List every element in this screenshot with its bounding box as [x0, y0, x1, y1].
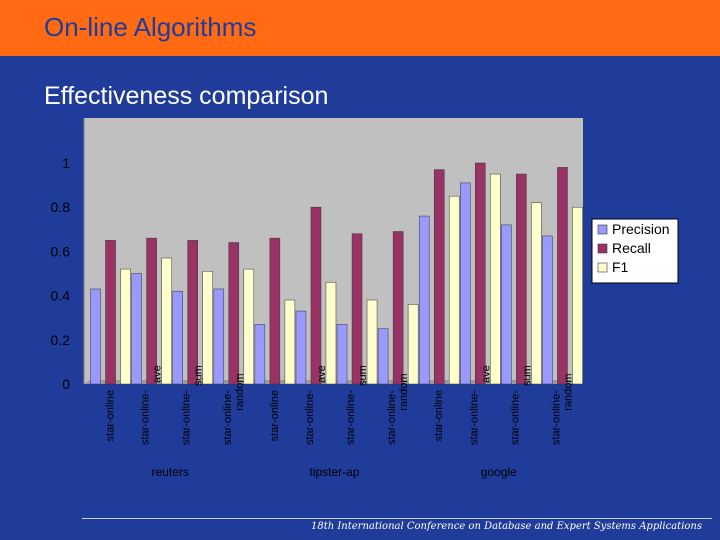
group-label: tipster-ap	[309, 465, 359, 479]
bar-recall	[146, 237, 157, 385]
bar-recall	[475, 162, 486, 385]
bar-recall	[187, 240, 198, 385]
bar-precision	[542, 235, 553, 385]
bar-precision	[254, 324, 266, 385]
x-tick-label: star-online-ave	[140, 365, 164, 445]
bar-recall	[351, 233, 363, 385]
title-bar: On-line Algorithms	[0, 0, 720, 56]
bar-precision	[90, 288, 101, 385]
legend-swatch-f1	[597, 262, 608, 273]
group-label: google	[481, 465, 517, 479]
bar-recall	[269, 237, 281, 385]
y-tick-label: 0.8	[51, 199, 71, 215]
bar-precision	[336, 324, 348, 385]
bar-precision	[295, 310, 307, 385]
bar-precision	[213, 288, 225, 385]
bar-recall	[392, 231, 404, 385]
group-label: reuters	[151, 465, 188, 479]
bar-recall	[557, 167, 568, 385]
footer-text: 18th International Conference on Databas…	[310, 521, 702, 532]
y-tick-label: 0.4	[51, 288, 71, 304]
x-tick-label: star-online	[269, 390, 281, 441]
bar-precision	[501, 224, 512, 385]
bar-f1	[490, 173, 501, 385]
footer-divider	[82, 518, 712, 519]
x-tick-label: star-online-sum	[509, 365, 533, 445]
y-tick-label: 1	[62, 155, 70, 171]
bar-f1	[161, 257, 172, 385]
bar-precision	[377, 328, 389, 385]
slide-subtitle: Effectiveness comparison	[44, 82, 329, 110]
bar-f1	[572, 206, 583, 385]
slide-title: On-line Algorithms	[44, 12, 257, 42]
bar-precision	[418, 215, 430, 385]
x-tick-label: star-online-sum	[181, 365, 205, 445]
x-tick-label: star-online-random	[386, 374, 410, 446]
bar-precision	[172, 290, 183, 385]
bar-f1	[407, 304, 419, 385]
legend-label-precision: Precision	[612, 221, 670, 237]
legend-swatch-recall	[597, 243, 608, 254]
x-tick-label: star-online	[433, 390, 445, 441]
legend-label-recall: Recall	[612, 240, 651, 256]
y-tick-label: 0.6	[51, 243, 71, 259]
legend-swatch-precision	[597, 224, 608, 235]
bar-f1	[202, 271, 213, 385]
x-tick-label: star-online-ave	[468, 365, 492, 445]
bar-f1	[284, 299, 296, 385]
y-tick-label: 0	[62, 376, 70, 392]
bar-recall	[105, 240, 116, 385]
bar-recall	[228, 242, 240, 385]
x-tick-label: star-online	[105, 390, 117, 441]
bar-recall	[310, 206, 322, 385]
legend-label-f1: F1	[612, 259, 629, 275]
bar-f1	[325, 282, 337, 385]
x-tick-label: star-online-ave	[304, 365, 328, 445]
bar-precision	[460, 182, 471, 385]
bar-f1	[243, 268, 255, 385]
bar-f1	[448, 195, 460, 385]
x-tick-label: star-online-sum	[345, 365, 369, 445]
bar-precision	[131, 273, 142, 385]
bar-f1	[120, 268, 131, 385]
y-tick-label: 0.2	[51, 332, 71, 348]
bar-recall	[433, 169, 445, 385]
x-tick-label: star-online-random	[550, 374, 574, 446]
x-tick-label: star-online-random	[222, 374, 246, 446]
bar-f1	[531, 202, 542, 385]
bar-recall	[516, 173, 527, 385]
bar-f1	[366, 299, 378, 385]
